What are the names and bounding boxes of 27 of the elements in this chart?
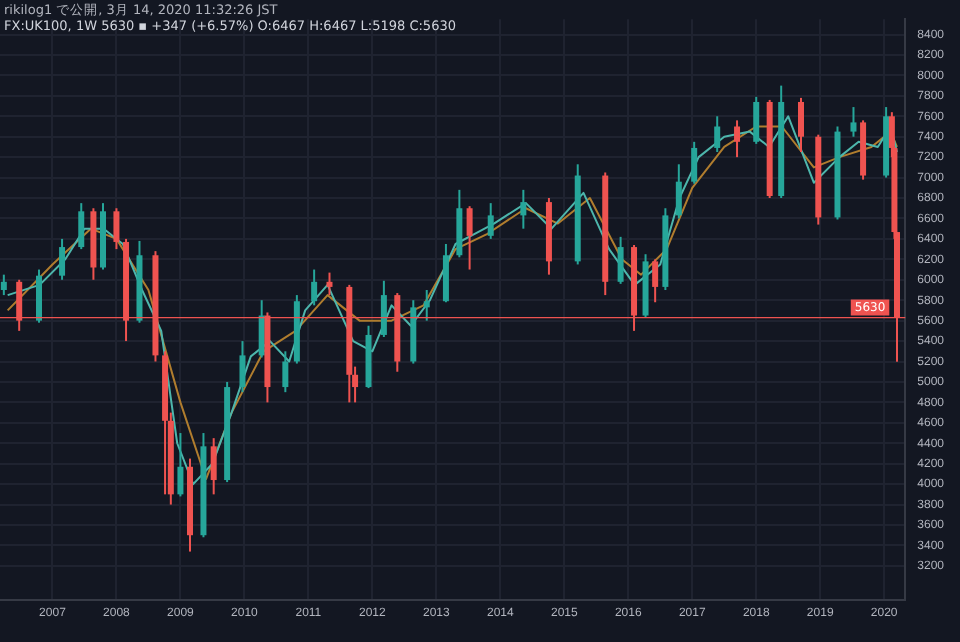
candlestick bbox=[0, 273, 7, 297]
candlestick bbox=[675, 163, 682, 220]
candlestick bbox=[617, 235, 624, 285]
candlestick bbox=[59, 237, 66, 281]
candlestick bbox=[520, 188, 527, 230]
candlestick bbox=[423, 288, 430, 322]
candlestick bbox=[456, 188, 463, 259]
candlestick bbox=[798, 96, 805, 154]
candlestick bbox=[714, 115, 721, 154]
candlestick bbox=[326, 271, 333, 297]
candlestick bbox=[850, 106, 857, 138]
candlestick bbox=[753, 95, 760, 145]
candlestick bbox=[466, 205, 473, 271]
candlestick bbox=[691, 140, 698, 185]
candlestick bbox=[239, 340, 246, 394]
candlestick bbox=[442, 243, 449, 304]
candlestick bbox=[652, 258, 659, 304]
candlestick bbox=[380, 279, 387, 338]
candlestick bbox=[210, 437, 217, 496]
candlestick bbox=[177, 432, 184, 498]
candlestick bbox=[78, 202, 85, 251]
candlestick bbox=[36, 268, 43, 324]
candlestick bbox=[311, 268, 318, 307]
candlestick bbox=[282, 350, 289, 394]
candlestick bbox=[113, 207, 120, 251]
candlestick bbox=[734, 119, 741, 159]
candlestick bbox=[487, 202, 494, 240]
